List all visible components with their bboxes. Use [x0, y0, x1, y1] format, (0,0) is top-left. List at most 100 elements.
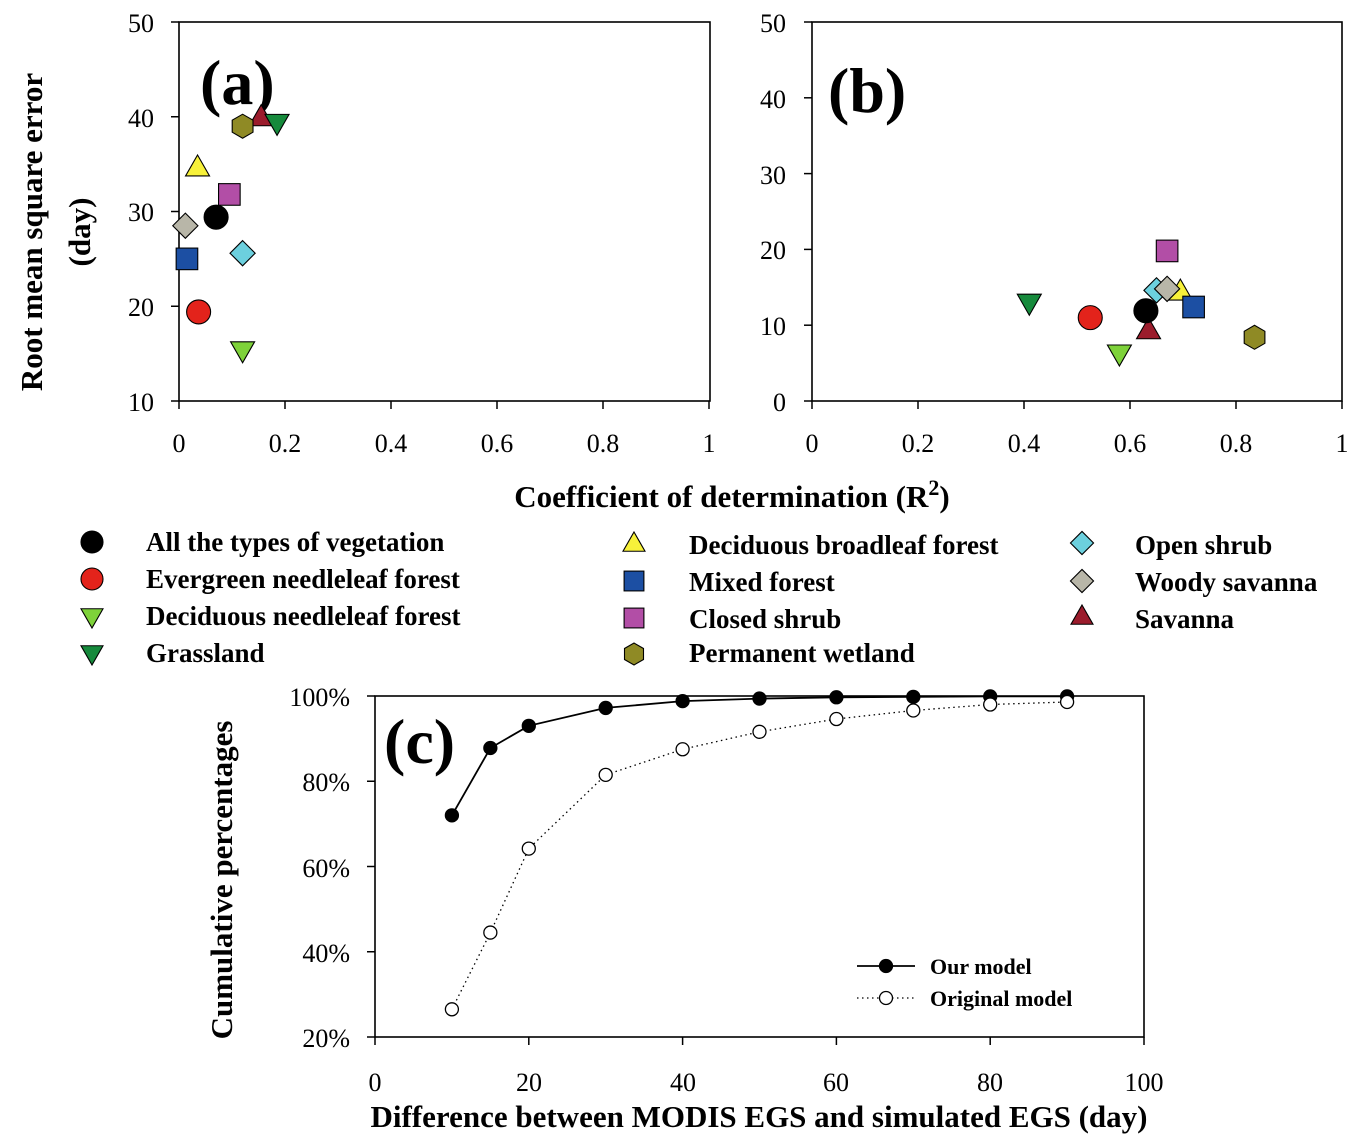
panel-b-ticks: [804, 21, 1343, 409]
panel-c-ytick-label: 60%: [302, 854, 350, 883]
legend-label: Deciduous broadleaf forest: [689, 530, 999, 560]
series-line-original-model: [451, 701, 1068, 1010]
panel-b-xtick-labels: 0 0.2 0.4 0.6 0.8 1: [806, 429, 1349, 458]
legend-marker-evergreen-needleleaf: [80, 567, 104, 591]
shared-xlabel-sup: 2: [928, 475, 939, 500]
data-point-original-model: [483, 925, 498, 940]
panel-b-ytick-label: 30: [760, 161, 786, 190]
legend-entry: Woody savanna: [1069, 567, 1318, 597]
panel-c-ticks: [367, 695, 1145, 1045]
marker-legend: All the types of vegetation Evergreen ne…: [80, 527, 1318, 668]
legend-marker-original-model: [878, 990, 894, 1006]
data-point-original-model: [675, 742, 690, 757]
panel-a-ylabel-line1: Root mean square error: [14, 73, 49, 392]
legend-marker-open-shrub: [1069, 530, 1095, 556]
panel-b: 0 0.2 0.4 0.6 0.8 1 0 10 20 30 40 50 (b): [760, 9, 1349, 458]
panel-a-label: (a): [200, 47, 275, 118]
panel-b-ytick-label: 50: [760, 9, 786, 38]
point-mixed-forest: [1182, 295, 1205, 319]
panel-b-ytick-label: 10: [760, 312, 786, 341]
panel-c: 0 20 40 60 80 100 20% 40% 60% 80% 100% C…: [204, 683, 1164, 1134]
panel-b-frame: [811, 21, 1343, 402]
data-point-original-model: [1059, 694, 1075, 710]
panel-a-ytick-label: 40: [128, 104, 154, 133]
shared-xlabel-prefix: Coefficient of determination (R: [514, 479, 929, 514]
legend-label: Evergreen needleleaf forest: [146, 564, 460, 594]
point-permanent-wetland: [1243, 324, 1266, 350]
legend-marker: [80, 645, 104, 667]
point-all: [1133, 298, 1159, 324]
panel-b-xtick-label: 1: [1336, 429, 1349, 458]
legend-entry: Closed shrub: [623, 604, 841, 634]
point-deciduous-broadleaf: [184, 153, 211, 177]
legend-label: Open shrub: [1135, 530, 1272, 560]
panel-a-xtick-label: 0.6: [481, 429, 514, 458]
data-point-our-model: [906, 689, 921, 705]
legend-label-our-model: Our model: [930, 954, 1032, 979]
shared-xlabel-suffix: ): [939, 479, 949, 514]
data-point-original-model: [752, 724, 767, 739]
legend-marker: [1069, 568, 1095, 594]
panel-a-ytick-label: 10: [128, 388, 154, 417]
legend-marker: [1070, 603, 1094, 625]
data-point-our-model: [521, 718, 536, 733]
point-mixed-forest: [175, 247, 199, 271]
panel-b-ytick-label: 20: [760, 236, 786, 265]
point-open-shrub: [229, 239, 256, 267]
panel-c-ytick-labels: 20% 40% 60% 80% 100%: [289, 683, 350, 1053]
legend-marker-deciduous-broadleaf: [622, 530, 646, 552]
point-all: [203, 204, 229, 230]
legend-marker: [80, 608, 104, 630]
panel-a-xtick-labels: 0 0.2 0.4 0.6 0.8 1: [173, 429, 716, 458]
data-point-original-model: [444, 1002, 460, 1017]
legend-marker: [623, 642, 645, 666]
panel-c-ytick-label: 40%: [302, 939, 350, 968]
point-deciduous-needleleaf: [1106, 344, 1133, 368]
legend-marker: [623, 570, 645, 592]
legend-entry: Permanent wetland: [623, 638, 915, 668]
point-grassland: [1016, 293, 1043, 317]
panel-a-points: [171, 103, 290, 364]
panel-c-xtick-label: 40: [670, 1068, 696, 1097]
point-evergreen-needleleaf: [1077, 305, 1103, 331]
panel-a-xtick-label: 0.2: [269, 429, 302, 458]
legend-label: Woody savanna: [1135, 567, 1318, 597]
panel-c-ytick-label: 100%: [289, 683, 350, 712]
legend-entry: Grassland: [80, 638, 265, 668]
data-point-original-model: [521, 841, 536, 856]
legend-marker-permanent-wetland: [623, 642, 645, 666]
legend-label: Grassland: [146, 638, 265, 668]
point-savanna: [1135, 316, 1162, 340]
data-point-our-model: [752, 691, 767, 706]
legend-entry: Deciduous broadleaf forest: [622, 530, 999, 560]
legend-marker-our-model: [878, 958, 894, 974]
panel-b-xtick-label: 0: [806, 429, 819, 458]
legend-label: Closed shrub: [689, 604, 841, 634]
panel-b-xtick-label: 0.2: [902, 429, 935, 458]
legend-entry: Open shrub: [1069, 530, 1272, 560]
data-point-our-model: [444, 808, 460, 823]
panel-c-xlabel: Difference between MODIS EGS and simulat…: [370, 1099, 1147, 1134]
legend-marker-mixed-forest: [623, 570, 645, 592]
panel-c-label: (c): [384, 706, 455, 777]
legend-label: Savanna: [1135, 604, 1235, 634]
legend-label: Deciduous needleleaf forest: [146, 601, 460, 631]
legend-label-original-model: Original model: [930, 986, 1072, 1011]
legend-marker-woody-savanna: [1069, 568, 1095, 594]
panel-a-xtick-label: 0: [173, 429, 186, 458]
legend-marker: [622, 530, 646, 552]
legend-label: Permanent wetland: [689, 638, 915, 668]
legend-marker-grassland: [80, 645, 104, 667]
legend-entry: Evergreen needleleaf forest: [80, 564, 460, 594]
legend-label: Mixed forest: [689, 567, 835, 597]
panel-a-ytick-labels: 10 20 30 40 50: [128, 9, 154, 417]
legend-marker-closed-shrub: [623, 607, 645, 629]
panel-a-ytick-label: 20: [128, 293, 154, 322]
point-evergreen-needleleaf: [186, 299, 212, 325]
legend-marker: [1069, 530, 1095, 556]
panel-b-ytick-labels: 0 10 20 30 40 50: [760, 9, 786, 417]
data-point-our-model: [598, 700, 613, 716]
panel-b-xtick-label: 0.8: [1220, 429, 1253, 458]
panel-a-ticks: [171, 21, 710, 409]
panel-c-xtick-label: 60: [823, 1068, 849, 1097]
